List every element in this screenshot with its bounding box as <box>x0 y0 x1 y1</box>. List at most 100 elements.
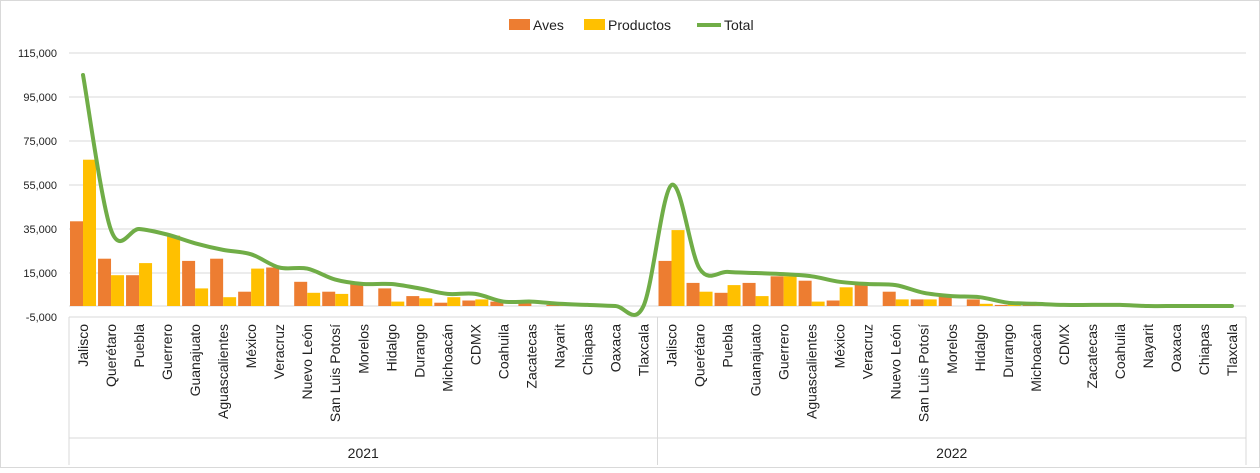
y-tick-label: 75,000 <box>23 136 57 148</box>
x-category-label: Michoacán <box>439 324 455 392</box>
x-category-label: Zacatecas <box>523 324 539 389</box>
x-category-label: Querétaro <box>692 324 708 387</box>
x-group-label: 2021 <box>348 445 379 461</box>
bar-aves <box>994 304 1008 306</box>
line-total <box>81 73 1234 317</box>
x-category-label: Nuevo León <box>888 324 904 400</box>
x-category-label: Guanajuato <box>187 324 203 397</box>
bar-productos <box>755 296 769 306</box>
bar-aves <box>126 275 140 306</box>
x-category-label: Jalisco <box>664 324 680 367</box>
bar-aves <box>490 301 504 306</box>
bar-aves <box>966 299 980 306</box>
x-category-label: CDMX <box>1056 323 1072 365</box>
bar-productos <box>839 287 853 306</box>
bar-productos <box>83 159 97 306</box>
y-tick-label: 95,000 <box>23 92 57 104</box>
x-category-label: Chiapas <box>579 324 595 375</box>
x-category-label: Guanajuato <box>748 324 764 397</box>
x-category-label: Tlaxcala <box>1224 324 1240 376</box>
x-category-label: Durango <box>1000 324 1016 378</box>
x-category-label: San Luis Potosí <box>327 324 343 422</box>
x-category-label: Veracruz <box>271 324 287 379</box>
x-category-label: Morelos <box>944 324 960 374</box>
x-category-label: Aguascalientes <box>804 324 820 419</box>
x-category-label: Coahuila <box>495 324 511 379</box>
bar-aves <box>98 258 112 306</box>
bar-aves <box>714 292 728 306</box>
x-group-label: 2022 <box>936 445 967 461</box>
bar-productos <box>979 303 993 306</box>
bar-aves <box>378 288 392 306</box>
bar-aves <box>546 304 560 306</box>
x-category-label: Zacatecas <box>1084 324 1100 389</box>
legend-label-total: Total <box>724 17 754 33</box>
x-category-label: Durango <box>411 324 427 378</box>
x-category-label: Aguascalientes <box>215 324 231 419</box>
y-tick-label: 55,000 <box>23 180 57 192</box>
x-category-label: Nayarit <box>551 324 567 368</box>
bar-productos <box>167 235 181 306</box>
x-category-label: Hidalgo <box>972 324 988 372</box>
y-tick-label: 35,000 <box>23 224 57 236</box>
bar-productos <box>251 268 265 306</box>
x-category-label: Tlaxcala <box>635 324 651 376</box>
x-category-label: Guerrero <box>159 324 175 380</box>
x-category-label: Chiapas <box>1196 324 1212 375</box>
x-category-label: Morelos <box>355 324 371 374</box>
bar-aves <box>798 280 812 306</box>
x-category-label: CDMX <box>467 323 483 365</box>
x-category-label: Guerrero <box>776 324 792 380</box>
bar-productos <box>699 291 713 306</box>
bar-aves <box>854 284 868 306</box>
bar-aves <box>210 258 224 306</box>
bar-aves <box>350 284 364 306</box>
x-category-label: Nayarit <box>1140 324 1156 368</box>
x-category-label: San Luis Potosí <box>916 324 932 422</box>
bar-aves <box>406 296 420 306</box>
bar-productos <box>307 292 321 306</box>
bar-productos <box>783 276 797 306</box>
bar-productos <box>335 293 349 306</box>
x-category-label: Nuevo León <box>299 324 315 400</box>
x-category-label: México <box>832 324 848 369</box>
bar-aves <box>826 300 840 306</box>
x-category-label: Puebla <box>131 324 147 368</box>
bar-productos <box>811 301 825 306</box>
bar-aves <box>182 260 196 306</box>
x-category-label: Hidalgo <box>383 324 399 372</box>
bar-productos <box>475 299 489 306</box>
bar-aves <box>658 260 672 306</box>
bar-productos <box>419 298 433 306</box>
bar-productos <box>223 297 237 306</box>
x-category-label: Puebla <box>720 324 736 368</box>
bar-productos <box>111 275 125 306</box>
bar-aves <box>910 299 924 306</box>
legend-label-aves: Aves <box>533 17 564 33</box>
y-tick-label: 115,000 <box>18 48 57 60</box>
y-tick-label: -5,000 <box>26 312 57 324</box>
bar-productos <box>447 297 461 306</box>
bar-aves <box>434 302 448 306</box>
bar-aves <box>686 282 700 306</box>
x-category-label: Oaxaca <box>1168 324 1184 372</box>
bar-productos <box>923 299 937 306</box>
x-category-label: Veracruz <box>860 324 876 379</box>
bar-aves <box>938 296 952 306</box>
bar-aves <box>770 276 784 306</box>
x-category-label: Michoacán <box>1028 324 1044 392</box>
x-category-label: México <box>243 324 259 369</box>
bar-aves <box>462 300 476 306</box>
bar-aves <box>742 282 756 306</box>
bar-aves <box>266 267 280 306</box>
bar-productos <box>195 288 209 306</box>
bar-aves <box>322 291 336 306</box>
x-category-label: Querétaro <box>103 324 119 387</box>
bar-aves <box>882 291 896 306</box>
bar-aves <box>238 291 252 306</box>
legend-swatch-aves <box>509 19 530 30</box>
x-category-label: Oaxaca <box>607 324 623 372</box>
bar-productos <box>727 285 741 306</box>
